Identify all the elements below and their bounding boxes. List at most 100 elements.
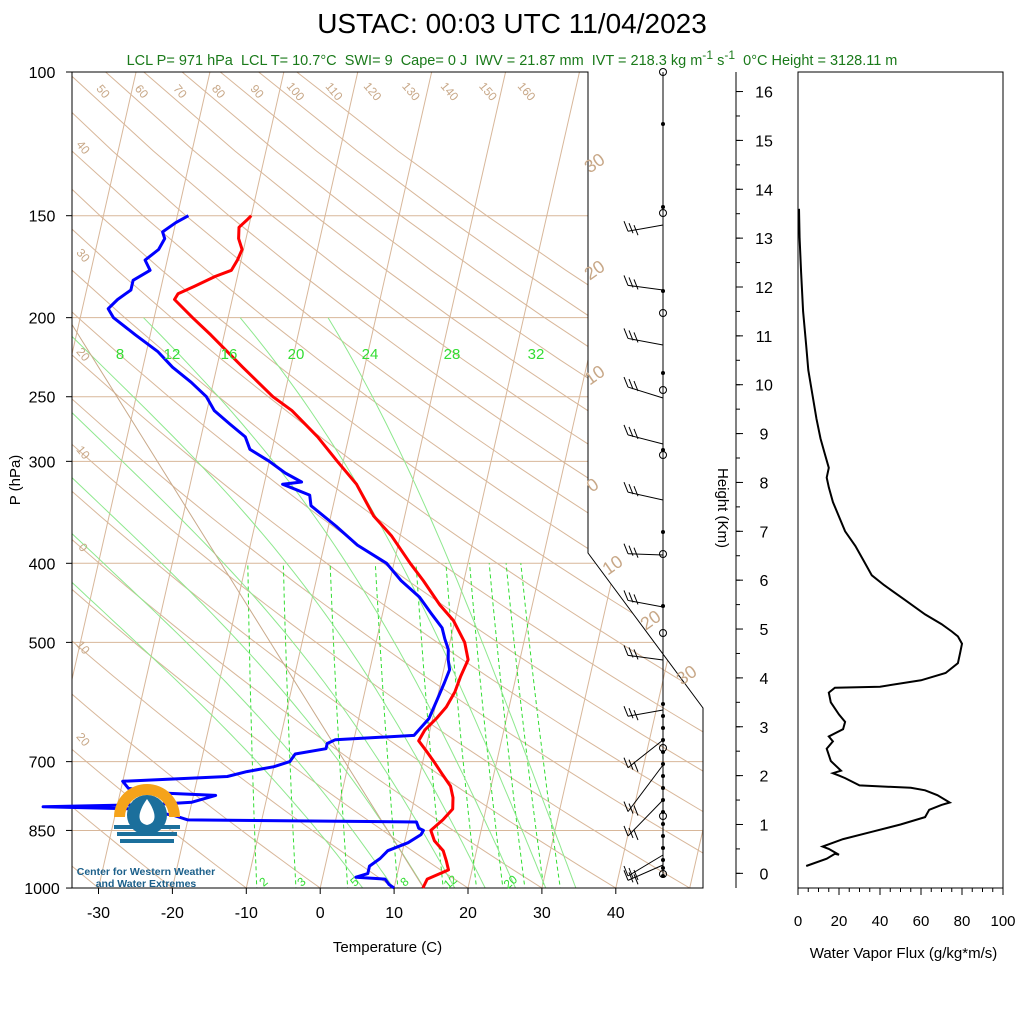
isotherm-label-left: 10	[73, 443, 93, 462]
mixing-ratio-label-top: 32	[528, 346, 545, 363]
wind-level-dot	[661, 762, 665, 766]
height-tick-label: 3	[760, 720, 769, 737]
sounding-stats: LCL P= 971 hPa LCL T= 10.7°C SWI= 9 Cape…	[0, 48, 1024, 69]
flux-frame	[797, 71, 1004, 889]
mixing-ratio-label-top: 28	[444, 346, 461, 363]
temperature-tick-label: 20	[459, 905, 477, 922]
wind-barb-flag	[633, 225, 639, 236]
mixing-ratio-line	[505, 563, 547, 888]
wind-level-circle	[659, 209, 667, 217]
logo-caption: Center for Western Weather and Water Extr…	[60, 866, 232, 890]
temperature-tick-label: 0	[316, 905, 325, 922]
dry-adiabat-line	[72, 72, 703, 888]
wind-barb-flag	[633, 547, 639, 558]
skew-frame	[71, 71, 704, 889]
wind-barb-flag	[623, 543, 629, 554]
dry-adiabat-line	[72, 72, 495, 888]
flux-tick-label: 60	[913, 913, 930, 930]
dry-adiabat-line	[72, 72, 645, 888]
dry-adiabat-line	[72, 72, 703, 888]
wind-barb-flag	[633, 869, 639, 881]
isotherm-label-right: 10	[581, 361, 609, 389]
isotherm-label-right: 0	[583, 474, 603, 496]
wind-barb-flag	[623, 424, 629, 436]
wind-barb-flag	[623, 328, 629, 339]
logo-caption-line-1: Center for Western Weather	[76, 866, 216, 878]
isotherm-line	[611, 72, 703, 888]
isotherm-label-right: 30	[581, 149, 609, 177]
cape-value: Cape= 0 J	[400, 52, 468, 69]
dry-adiabat-line	[181, 72, 703, 888]
mixing-ratio-line	[282, 563, 298, 888]
wind-level-dot	[661, 122, 665, 126]
temperature-tick-label: -30	[87, 905, 110, 922]
isotherm-label-right: 20	[581, 256, 609, 284]
logo-droplet	[139, 799, 155, 825]
mixing-ratio-label-bottom: 2	[256, 874, 270, 889]
adiabat-label: 80	[209, 82, 229, 101]
swi-value: SWI= 9	[344, 52, 393, 69]
dry-adiabat-line	[72, 72, 270, 888]
wind-barb-flag	[623, 757, 629, 768]
moist-adiabat-line	[327, 317, 583, 888]
isotherm-line	[537, 72, 703, 888]
mixing-ratio-label-top: 20	[288, 346, 305, 363]
temperature-tick-label: -20	[161, 905, 184, 922]
wind-barb-flag	[633, 829, 639, 841]
chart-title: USTAC: 00:03 UTC 11/04/2023	[317, 8, 707, 39]
lcl-pressure: LCL P= 971 hPa	[126, 52, 233, 69]
wind-barb-flag	[628, 426, 634, 438]
wind-barb-flag	[633, 761, 639, 772]
wind-level-dot	[661, 846, 665, 850]
wind-level-dot	[661, 530, 665, 534]
temperature-tick-label: 30	[533, 905, 551, 922]
wind-barb-flag	[633, 380, 639, 392]
mixing-ratio-line	[415, 563, 446, 888]
wind-level-circle	[659, 812, 667, 820]
wind-barb-flag	[633, 594, 639, 605]
height-tick-label: 6	[760, 573, 769, 590]
wind-barb-flag	[633, 649, 639, 660]
height-tick-label: 0	[760, 866, 769, 883]
wind-barb-staff	[627, 434, 664, 445]
adiabat-label: 120	[361, 79, 385, 104]
wind-barb-flag	[628, 545, 634, 556]
isotherm-label-right: 10	[599, 551, 627, 579]
wind-barb-flag	[628, 759, 634, 770]
wind-barb-staff	[627, 491, 664, 501]
dry-adiabat-line	[72, 72, 703, 888]
adiabat-label: 150	[476, 79, 500, 104]
mixing-ratio-line	[329, 563, 350, 888]
mixing-ratio-label-bottom: 3	[294, 874, 308, 889]
wind-barb-staff	[627, 224, 664, 232]
wind-barb-staff	[627, 654, 664, 661]
pressure-tick-label: 850	[29, 823, 56, 840]
mixing-ratio-label-top: 24	[362, 346, 379, 363]
wind-barb-flag	[628, 867, 634, 879]
wind-barb-staff	[627, 739, 664, 769]
pressure-tick-label: 200	[29, 311, 56, 328]
lcl-temperature: LCL T= 10.7°C	[240, 52, 337, 69]
height-tick-label: 15	[755, 133, 773, 150]
wind-barb-flag	[623, 481, 629, 493]
freezing-level-height: 0°C Height = 3128.11 m	[743, 52, 898, 69]
adiabat-label: 160	[515, 79, 539, 104]
wind-level-dot	[661, 714, 665, 718]
wind-barb-staff	[627, 709, 664, 717]
height-tick-label: 5	[760, 622, 769, 639]
wind-barb-flag	[623, 825, 629, 837]
wind-level-dot	[661, 858, 665, 862]
wind-level-dot	[661, 822, 665, 826]
height-tick-label: 7	[760, 524, 769, 541]
dry-adiabat-line	[143, 72, 703, 888]
wind-barb-flag	[633, 805, 639, 816]
mixing-ratio-label-bottom: 8	[397, 874, 411, 889]
wind-level-circle	[659, 744, 667, 752]
wind-barb-staff	[627, 864, 664, 881]
wind-barb-flag	[623, 706, 629, 717]
isotherm-label-right: 30	[673, 661, 701, 689]
dry-adiabat-line	[72, 72, 703, 888]
logo-caption-line-2: and Water Extremes	[95, 878, 197, 890]
wind-barb-flag	[633, 428, 639, 440]
wind-barb-flag	[623, 870, 629, 881]
